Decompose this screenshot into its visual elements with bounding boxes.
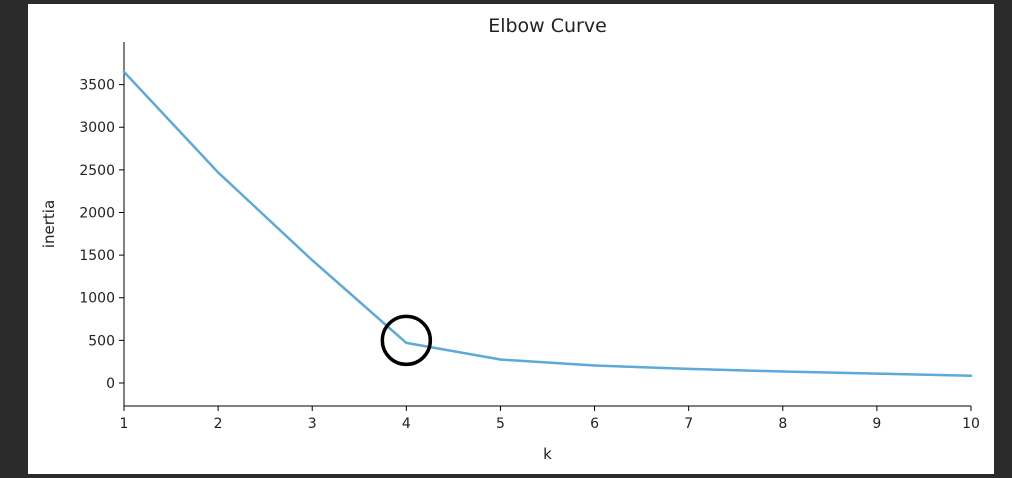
axes: 1 2 3 4 5 6 7 8 9 10 0 500 1000 1500 2000 2500 3000 3500 <box>79 42 980 432</box>
x-tick-label: 8 <box>778 416 787 432</box>
data-point <box>311 259 314 262</box>
y-tick-label: 2500 <box>79 163 115 179</box>
y-tick-label: 1000 <box>79 291 115 307</box>
data-point <box>499 358 502 361</box>
data-point <box>687 367 690 371</box>
data-point <box>122 70 126 74</box>
data-point <box>875 372 879 375</box>
x-tick-label: 9 <box>872 416 881 432</box>
y-tick-label: 1500 <box>79 248 115 264</box>
data-point <box>969 374 973 377</box>
data-point <box>593 364 596 367</box>
annotation-layer <box>380 314 433 367</box>
data-point <box>781 370 784 373</box>
chart-title: Elbow Curve <box>488 15 607 37</box>
x-tick-label: 1 <box>120 416 129 432</box>
y-tick-label: 3500 <box>79 78 115 94</box>
x-tick-label: 4 <box>402 416 411 432</box>
series-line <box>122 70 973 377</box>
elbow-marker-circle <box>380 314 433 367</box>
series-layer <box>122 70 973 377</box>
elbow-chart: Elbow Curve k inertia 1 2 3 4 5 6 7 8 9 10 0 500 100… <box>40 15 980 463</box>
data-point <box>405 341 408 345</box>
data-point <box>216 171 220 174</box>
x-tick-label: 5 <box>496 416 505 432</box>
x-axis-label: k <box>543 445 552 463</box>
x-tick-label: 2 <box>214 416 223 432</box>
y-tick-label: 500 <box>88 333 115 349</box>
y-axis-label: inertia <box>40 200 58 248</box>
y-tick-label: 3000 <box>79 120 115 136</box>
x-tick-label: 10 <box>962 416 980 432</box>
x-tick-label: 7 <box>684 416 693 432</box>
y-tick-label: 0 <box>106 376 115 392</box>
y-tick-label: 2000 <box>79 205 115 221</box>
chart-figure: Elbow Curve k inertia 1 2 3 4 5 6 7 8 9 10 0 500 100… <box>28 4 994 474</box>
x-tick-label: 3 <box>308 416 317 432</box>
x-tick-label: 6 <box>590 416 599 432</box>
